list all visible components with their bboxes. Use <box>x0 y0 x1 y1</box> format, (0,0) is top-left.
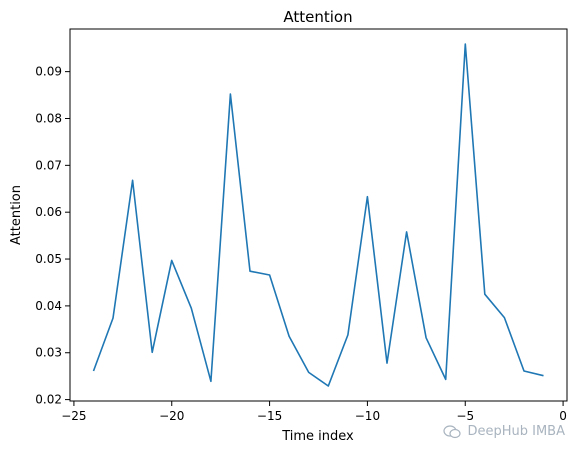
attention-series-line <box>92 43 544 387</box>
watermark: DeepHub IMBA <box>443 424 565 439</box>
y-tick-label: 0.04 <box>35 299 62 313</box>
x-tick-label: −5 <box>456 409 474 423</box>
x-tick-label: −20 <box>159 409 184 423</box>
y-tick-label: 0.09 <box>35 65 62 79</box>
x-axis-label: Time index <box>281 429 354 444</box>
plot-area <box>69 28 568 402</box>
y-axis-label: Attention <box>9 185 24 245</box>
y-tick-label: 0.05 <box>35 252 62 266</box>
chart-title: Attention <box>283 8 352 26</box>
y-tick-label: 0.02 <box>35 393 62 407</box>
y-tick-label: 0.08 <box>35 111 62 125</box>
watermark-text: DeepHub IMBA <box>467 424 565 439</box>
wechat-icon <box>443 424 462 438</box>
x-tick-label: 0 <box>559 409 567 423</box>
y-tick-label: 0.06 <box>35 205 62 219</box>
y-tick-label: 0.03 <box>35 346 62 360</box>
y-tick-label: 0.07 <box>35 158 62 172</box>
x-tick-label: −15 <box>257 409 282 423</box>
x-tick-label: −10 <box>355 409 380 423</box>
x-tick-label: −25 <box>61 409 86 423</box>
